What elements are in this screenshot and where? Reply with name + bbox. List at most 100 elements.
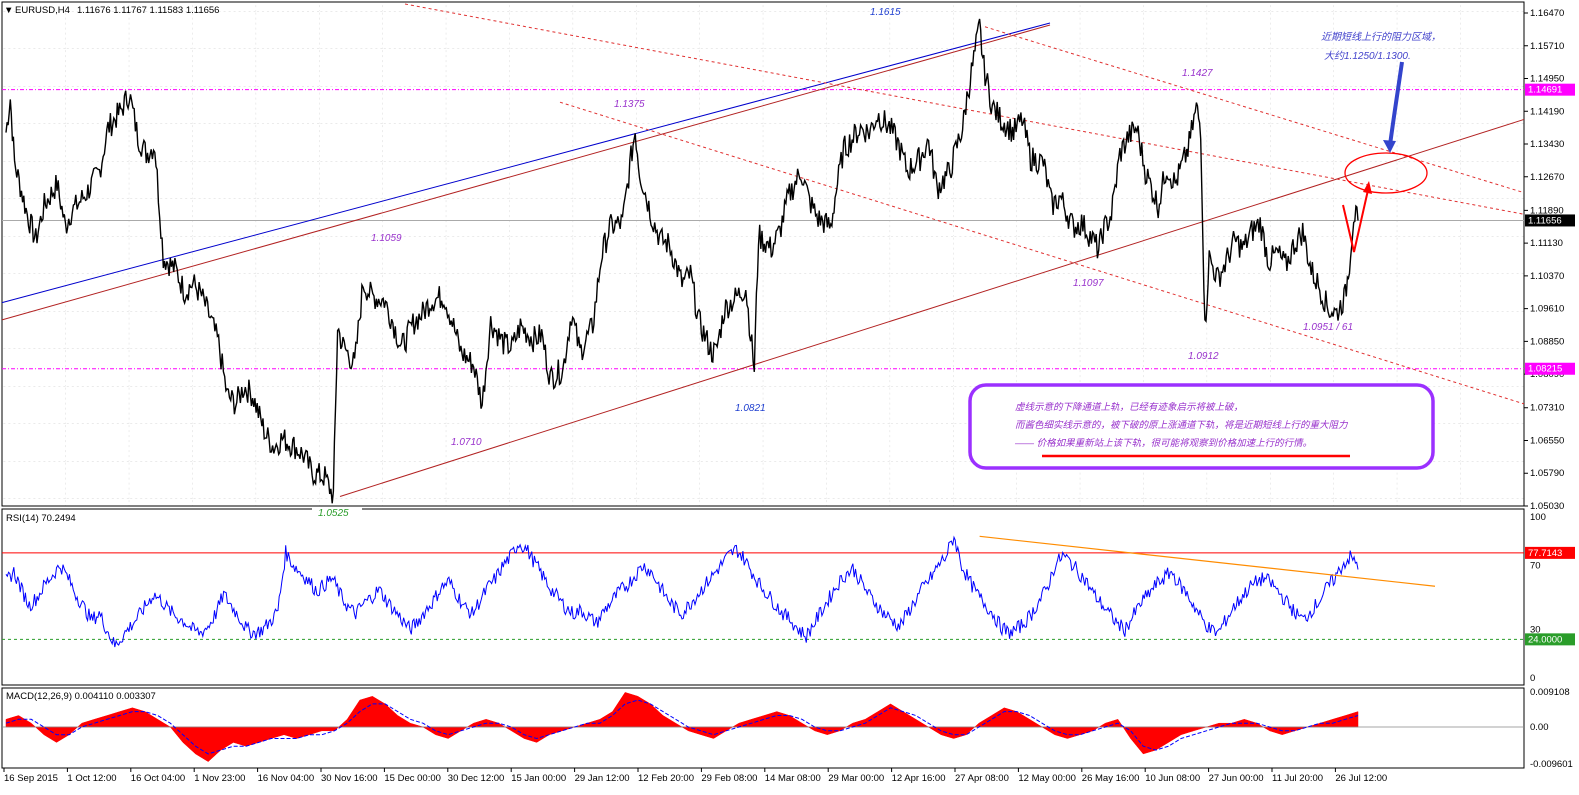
rsi-tick-label: 100	[1530, 512, 1546, 523]
level-tag	[1525, 362, 1575, 375]
price-tick-label: 1.07310	[1530, 403, 1564, 414]
price-note: 1.0710	[451, 437, 482, 448]
time-tick-label: 30 Dec 12:00	[448, 773, 505, 784]
price-tick-label: 1.12670	[1530, 172, 1564, 183]
price-tick-label: 1.14190	[1530, 106, 1564, 117]
price-tick-label: 1.15710	[1530, 41, 1564, 52]
price-tick-label: 1.05030	[1530, 501, 1564, 512]
price-tick-label: 1.16470	[1530, 8, 1564, 19]
time-tick-label: 15 Dec 00:00	[384, 773, 441, 784]
price-line	[5, 18, 1359, 504]
current-price-tag	[1525, 214, 1575, 227]
time-tick-label: 29 Mar 00:00	[828, 773, 884, 784]
blue-arrow	[1388, 61, 1404, 146]
price-tick-label: 1.13430	[1530, 139, 1564, 150]
rsi-tick-label: 0	[1530, 673, 1535, 684]
macd-tick-label: 0.009108	[1530, 687, 1570, 698]
price-note-bg	[312, 507, 362, 519]
time-tick-label: 29 Jan 12:00	[575, 773, 630, 784]
time-tick-label: 12 Feb 20:00	[638, 773, 694, 784]
macd-title: MACD(12,26,9) 0.004110 0.003307	[6, 691, 156, 702]
macd-signal-line	[5, 699, 1359, 755]
resistance-note-line1: 近期短线上行的阻力区域，	[1321, 31, 1441, 43]
price-note: 1.0525	[318, 508, 349, 519]
time-tick-label: 1 Nov 23:00	[194, 773, 245, 784]
price-note: 1.1615	[870, 7, 901, 18]
price-tick-label: 1.11890	[1530, 205, 1564, 216]
current-price-label: 1.11656	[1528, 215, 1562, 226]
price-note: 1.1059	[371, 233, 402, 244]
rsi-title: RSI(14) 70.2494	[6, 513, 76, 524]
level-label: 1.08215	[1528, 364, 1562, 375]
price-note: 1.1097	[1073, 278, 1104, 289]
rsi-tick-label: 30	[1530, 625, 1541, 636]
rsi-trendline	[979, 535, 1436, 587]
price-tick-label: 1.08850	[1530, 336, 1564, 347]
macd-tick-label: -0.009601	[1530, 759, 1573, 770]
red-channel-mid	[984, 26, 1525, 194]
level-tag	[1525, 83, 1575, 96]
horizontal-levels: 1.14691 1.08215 1.11656	[2, 83, 1575, 375]
time-axis: 16 Sep 2015 1 Oct 12:00 16 Oct 04:00 1 Nov …	[3, 768, 1387, 784]
time-tick-label: 29 Feb 08:00	[701, 773, 757, 784]
blue-arrow-head	[1383, 140, 1396, 153]
rsi-level-label: 77.7143	[1528, 548, 1562, 559]
time-tick-label: 1 Oct 12:00	[67, 773, 116, 784]
macd-series	[2, 692, 1524, 762]
brown-upper-trendline	[1, 24, 1051, 321]
price-series	[5, 18, 1359, 504]
macd-axis: 0.009108 0.00 -0.009601	[1530, 687, 1573, 770]
price-note: 1.0821	[735, 403, 766, 414]
time-tick-label: 16 Nov 04:00	[258, 773, 315, 784]
time-tick-label: 12 Apr 16:00	[892, 773, 946, 784]
time-tick-label: 26 May 16:00	[1082, 773, 1140, 784]
price-tick-label: 1.11130	[1530, 238, 1563, 249]
macd-tick-label: 0.00	[1530, 722, 1549, 733]
box-note-line2: 而酱色细实线示意的，被下破的原上涨通道下轨，将是近期短线上行的重大阻力	[1015, 419, 1349, 431]
brown-lower-trendline	[339, 118, 1525, 497]
box-note-line3: —— 价格如果重新站上该下轨，很可能将观察到价格加速上行的行情。	[1014, 437, 1312, 449]
rsi-tick-label: 70	[1530, 560, 1541, 571]
red-v-arrow	[1342, 189, 1369, 253]
time-tick-label: 27 Jun 00:00	[1209, 773, 1264, 784]
price-axis: 1.16470 1.15710 1.14950 1.14190 1.13430 1.126…	[1524, 8, 1564, 512]
trendlines	[1, 3, 1525, 497]
time-tick-label: 16 Sep 2015	[4, 773, 58, 784]
price-annotations: 1.1615 1.1427 1.1375 1.1059 1.1097 1.0951 / 6…	[312, 7, 1353, 519]
time-tick-label: 10 Jun 08:00	[1145, 773, 1200, 784]
time-tick-label: 12 May 00:00	[1018, 773, 1076, 784]
box-note-line1: 虚线示意的下降通道上轨，已经有迹象启示将被上破，	[1015, 401, 1243, 413]
price-tick-label: 1.14950	[1530, 74, 1564, 85]
time-tick-label: 11 Jul 20:00	[1272, 773, 1323, 784]
rsi-level-tag	[1525, 633, 1575, 646]
symbol-label: EURUSD,H4	[15, 5, 70, 16]
time-tick-label: 27 Apr 08:00	[955, 773, 1009, 784]
arrow-down-icon[interactable]: ▼	[4, 5, 13, 16]
rsi-panel	[1, 508, 1525, 686]
rsi-line	[5, 535, 1359, 648]
ohlc-values: 1.11676 1.11767 1.11583 1.11656	[77, 5, 219, 16]
red-channel-upper	[404, 3, 1525, 215]
red-channel-lower	[559, 101, 1525, 405]
rsi-series: 77.7143 24.0000	[2, 535, 1575, 648]
red-arrow-head	[1363, 181, 1372, 194]
rsi-level-tag	[1525, 546, 1575, 559]
time-tick-label: 26 Jul 12:00	[1335, 773, 1387, 784]
time-tick-label: 15 Jan 00:00	[511, 773, 566, 784]
price-note: 1.1375	[614, 99, 645, 110]
price-note: 1.0951 / 61	[1303, 322, 1353, 333]
price-note: 1.1427	[1182, 68, 1213, 79]
rsi-axis: 100 70 30 0	[1530, 512, 1546, 684]
level-label: 1.14691	[1528, 85, 1562, 96]
resistance-note-line2: 大约1.1250/1.1300.	[1324, 50, 1411, 62]
rsi-level-label: 24.0000	[1528, 634, 1562, 645]
price-tick-label: 1.10370	[1530, 271, 1564, 282]
time-tick-label: 16 Oct 04:00	[131, 773, 185, 784]
annotation-box	[968, 383, 1435, 470]
resistance-zone-ellipse	[1344, 152, 1428, 194]
time-tick-label: 30 Nov 16:00	[321, 773, 378, 784]
price-tick-label: 1.09610	[1530, 304, 1564, 315]
price-note: 1.0912	[1188, 351, 1219, 362]
time-tick-label: 14 Mar 08:00	[765, 773, 821, 784]
